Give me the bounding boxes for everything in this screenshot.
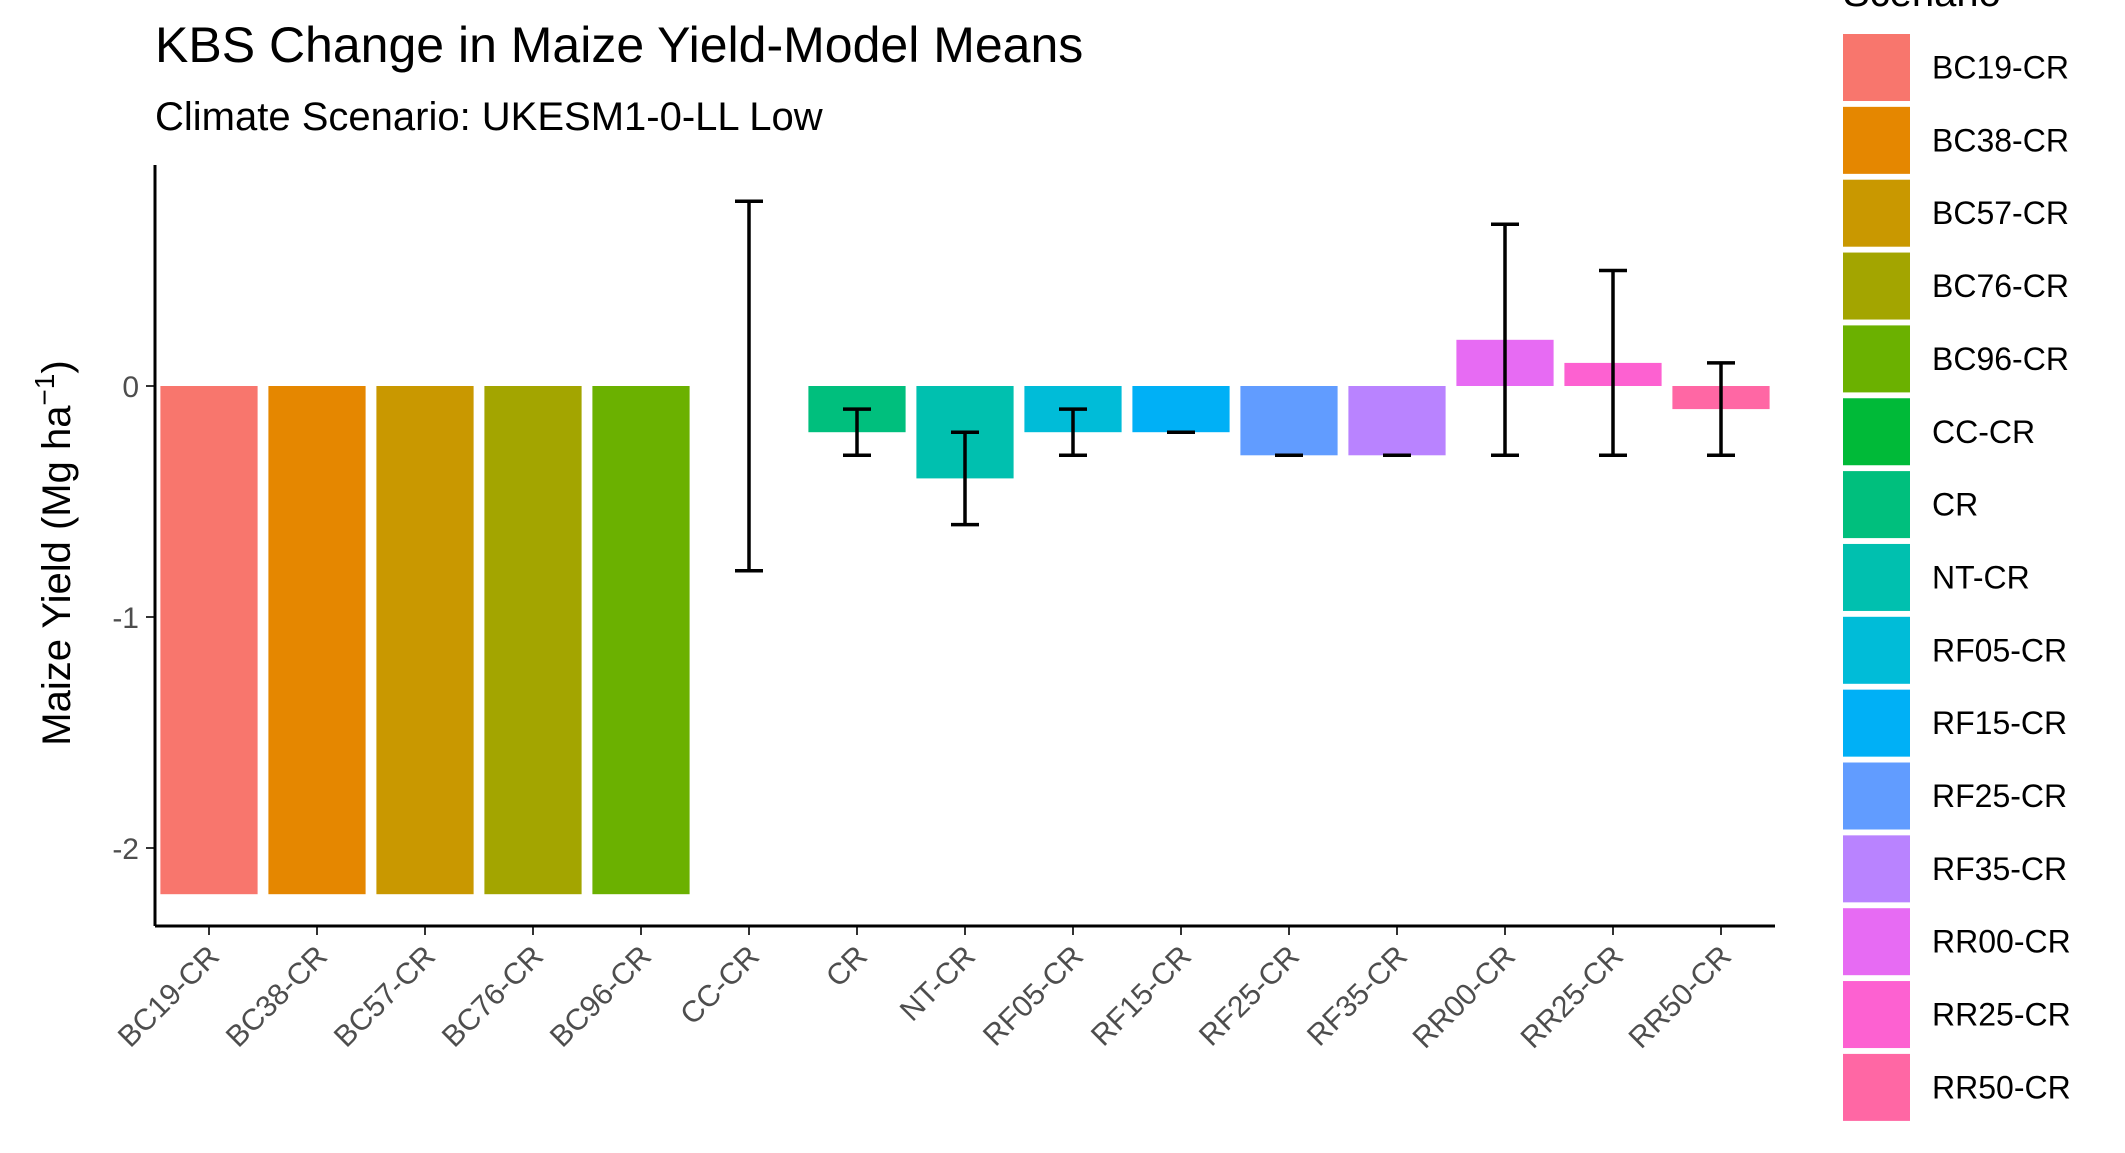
legend-swatch-rr00-cr: [1843, 908, 1910, 976]
legend-swatch-bc57-cr: [1843, 179, 1910, 247]
legend-label-rf15-cr: RF15-CR: [1932, 705, 2067, 741]
y-axis-title-superscript: −1: [29, 374, 60, 406]
legend-swatch-rr50-cr: [1843, 1053, 1910, 1121]
x-tick-label: BC38-CR: [220, 940, 334, 1054]
y-tick-label: 0: [122, 371, 139, 404]
legend-swatch-bc38-cr: [1843, 106, 1910, 174]
legend-label-cr: CR: [1932, 487, 1978, 523]
legend-label-bc76-cr: BC76-CR: [1932, 268, 2069, 304]
chart-subtitle: Climate Scenario: UKESM1-0-LL Low: [155, 95, 823, 139]
x-tick-label: RR50-CR: [1623, 940, 1738, 1055]
legend-label-nt-cr: NT-CR: [1932, 559, 2030, 595]
x-tick-label: NT-CR: [894, 940, 982, 1028]
x-tick-label: RR25-CR: [1515, 940, 1630, 1055]
legend-swatch-nt-cr: [1843, 543, 1910, 611]
chart-title: KBS Change in Maize Yield-Model Means: [155, 17, 1083, 73]
bar-rf15-cr: [1132, 386, 1230, 433]
bar-rf25-cr: [1240, 386, 1338, 456]
legend-swatch-bc19-cr: [1843, 34, 1910, 101]
x-tick-label: BC96-CR: [544, 940, 658, 1054]
legend-label-rr00-cr: RR00-CR: [1932, 924, 2071, 960]
legend-swatch-cr: [1843, 471, 1910, 539]
legend-label-bc57-cr: BC57-CR: [1932, 195, 2069, 231]
bar-bc96-cr: [592, 386, 690, 895]
legend-swatch-rf05-cr: [1843, 616, 1910, 684]
x-tick-label: RF05-CR: [977, 940, 1090, 1053]
y-axis-title-close: ): [35, 360, 79, 373]
bar-bc38-cr: [268, 386, 366, 895]
legend-label-rf05-cr: RF05-CR: [1932, 632, 2067, 668]
y-tick-label: -1: [112, 602, 139, 635]
legend-swatch-rf35-cr: [1843, 835, 1910, 903]
bar-bc57-cr: [376, 386, 474, 895]
legend-label-rr50-cr: RR50-CR: [1932, 1069, 2071, 1105]
y-tick-label: -2: [112, 833, 139, 866]
x-tick-label: CR: [820, 940, 874, 994]
x-tick-label: RF25-CR: [1193, 940, 1306, 1053]
legend: BC19-CR BC38-CR BC57-CR BC76-CR BC96-CR CC-CR…: [1843, 34, 2071, 1121]
legend-label-cc-cr: CC-CR: [1932, 414, 2035, 450]
legend-swatch-rf25-cr: [1843, 762, 1910, 830]
y-axis-title: Maize Yield (Mg ha−1): [29, 360, 79, 745]
legend-label-bc96-cr: BC96-CR: [1932, 341, 2069, 377]
legend-swatch-rr25-cr: [1843, 981, 1910, 1049]
error-bar-rr00-cr: [1491, 222, 1519, 458]
error-bar-rr25-cr: [1599, 268, 1627, 458]
legend-swatch-cc-cr: [1843, 398, 1910, 466]
error-bar-nt-cr: [951, 430, 979, 527]
y-axis-title-main: Maize Yield (Mg ha: [35, 405, 79, 746]
legend-label-bc38-cr: BC38-CR: [1932, 122, 2069, 158]
x-tick-label: RF35-CR: [1301, 940, 1414, 1053]
error-bars-layer: [735, 199, 1735, 573]
bars-layer: [160, 339, 1770, 895]
x-tick-label: RR00-CR: [1407, 940, 1522, 1055]
error-bar-rf05-cr: [1059, 407, 1087, 458]
legend-swatch-bc96-cr: [1843, 325, 1910, 393]
error-bar-rr50-cr: [1707, 361, 1735, 458]
legend-label-bc19-cr: BC19-CR: [1932, 50, 2069, 86]
legend-label-rr25-cr: RR25-CR: [1932, 997, 2071, 1033]
x-tick-label: BC76-CR: [436, 940, 550, 1054]
x-tick-label: CC-CR: [674, 940, 766, 1032]
bar-bc76-cr: [484, 386, 582, 895]
x-tick-label: BC19-CR: [112, 940, 226, 1054]
bar-bc19-cr: [160, 386, 258, 895]
error-bar-cr: [843, 407, 871, 458]
y-axis-ticks: 0 -1 -2: [112, 371, 155, 866]
x-tick-label: RF15-CR: [1085, 940, 1198, 1053]
x-tick-label: BC57-CR: [328, 940, 442, 1054]
error-bar-cc-cr: [735, 199, 763, 573]
bar-rf35-cr: [1348, 386, 1446, 456]
legend-title: Scenario: [1843, 0, 2001, 15]
legend-swatch-bc76-cr: [1843, 252, 1910, 320]
legend-label-rf35-cr: RF35-CR: [1932, 851, 2067, 887]
legend-label-rf25-cr: RF25-CR: [1932, 778, 2067, 814]
legend-swatch-rf15-cr: [1843, 689, 1910, 757]
